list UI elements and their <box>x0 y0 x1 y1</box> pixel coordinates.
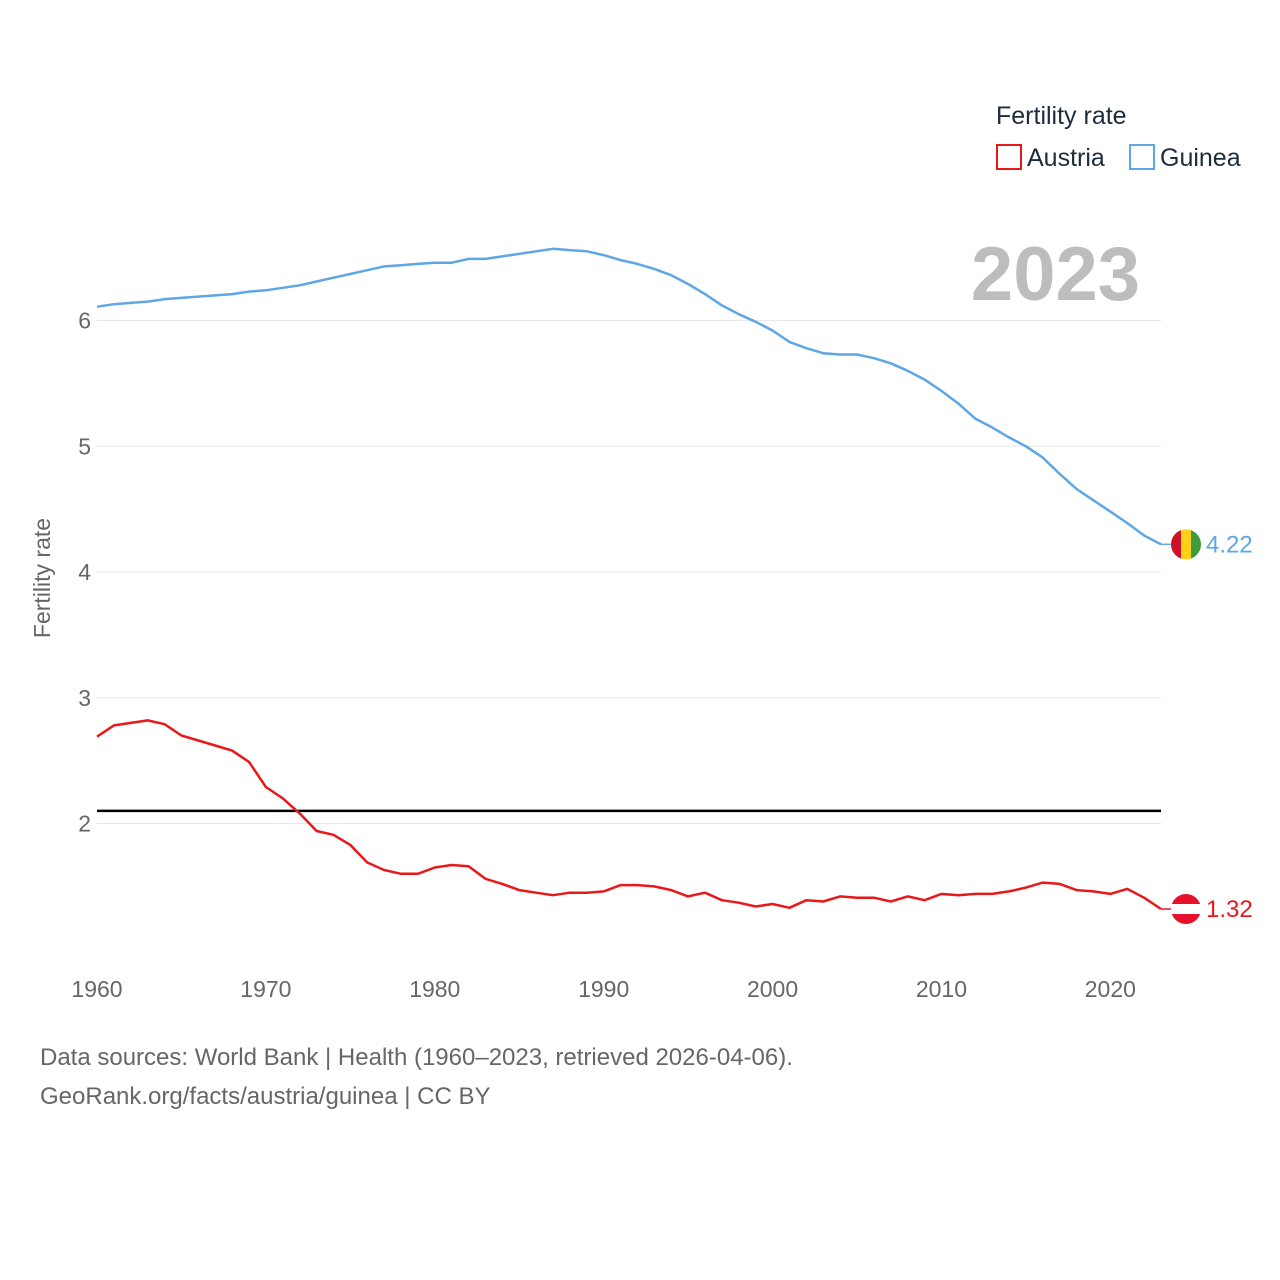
x-axis-ticks: 1960 1970 1980 1990 2000 2010 2020 <box>71 976 1136 1002</box>
guinea-flag-icon <box>1171 529 1201 560</box>
x-tick-label-1990: 1990 <box>578 976 629 1002</box>
y-tick-label-3: 3 <box>78 685 91 711</box>
legend-swatch-austria <box>996 144 1022 170</box>
series-line-guinea <box>96 247 1162 546</box>
x-tick-label-2020: 2020 <box>1085 976 1136 1002</box>
legend-label-guinea: Guinea <box>1160 144 1241 172</box>
footer-credit[interactable]: GeoRank.org/facts/austria/guinea | CC BY <box>40 1083 491 1110</box>
x-tick-label-1980: 1980 <box>409 976 460 1002</box>
footer-sources: Data sources: World Bank | Health (1960–… <box>40 1044 793 1071</box>
y-tick-label-6: 6 <box>78 308 91 334</box>
end-value-label-austria: 1.32 <box>1206 896 1253 923</box>
legend-swatch-guinea <box>1129 144 1155 170</box>
x-tick-label-2010: 2010 <box>916 976 967 1002</box>
y-tick-label-4: 4 <box>78 559 91 585</box>
series-line-austria <box>96 719 1162 911</box>
year-label: 2023 <box>971 232 1140 317</box>
y-tick-label-2: 2 <box>78 811 91 837</box>
legend-item-guinea[interactable]: Guinea <box>1129 144 1241 172</box>
legend: Fertility rate Austria Guinea <box>996 102 1241 172</box>
x-tick-label-1970: 1970 <box>240 976 291 1002</box>
austria-flag-icon <box>1171 894 1201 925</box>
series-lines <box>96 247 1162 911</box>
y-axis-ticks: 2 3 4 5 6 <box>78 308 91 837</box>
x-tick-label-1960: 1960 <box>71 976 122 1002</box>
x-tick-label-2000: 2000 <box>747 976 798 1002</box>
legend-item-austria[interactable]: Austria <box>996 144 1105 172</box>
end-markers: 1.32 4.22 <box>1161 529 1253 925</box>
gridlines <box>97 320 1161 824</box>
end-value-label-guinea: 4.22 <box>1206 531 1253 558</box>
legend-title: Fertility rate <box>996 102 1127 130</box>
y-axis-title: Fertility rate <box>29 518 55 638</box>
legend-label-austria: Austria <box>1027 144 1105 172</box>
y-tick-label-5: 5 <box>78 433 91 459</box>
